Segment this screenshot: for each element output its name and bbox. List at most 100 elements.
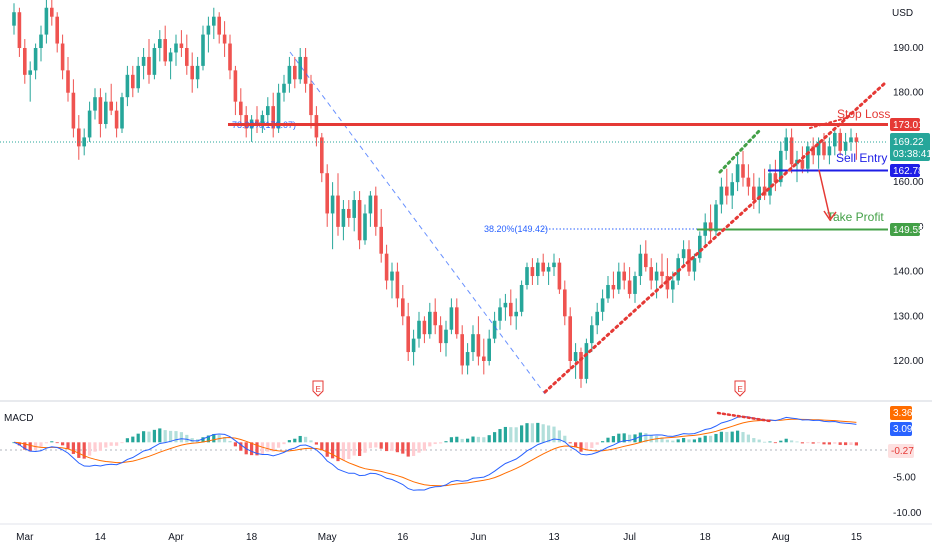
macd-line xyxy=(13,415,857,491)
candle xyxy=(617,262,621,294)
price-tick-label: 180.00 xyxy=(893,88,924,99)
candle xyxy=(455,298,459,339)
macd-bar xyxy=(55,442,59,444)
macd-bar xyxy=(574,442,578,448)
macd-bar xyxy=(71,442,75,454)
fib-retracement-line[interactable] xyxy=(289,51,546,395)
macd-bar xyxy=(309,440,313,443)
candle xyxy=(87,101,92,142)
stop-loss-price-tag: 173.01 xyxy=(890,118,924,131)
macd-bar xyxy=(552,426,556,443)
candle xyxy=(368,191,373,227)
candle xyxy=(266,97,270,125)
macd-bar xyxy=(422,442,426,451)
macd-bar xyxy=(811,442,815,444)
macd-bar xyxy=(611,436,615,443)
time-tick-label: 13 xyxy=(548,532,560,543)
macd-bar xyxy=(201,437,205,443)
macd-bar xyxy=(336,442,340,462)
macd-bar xyxy=(331,442,335,459)
macd-bar xyxy=(617,433,621,443)
macd-bar xyxy=(44,442,48,444)
macd-bar xyxy=(104,442,108,448)
price-tick-label: 140.00 xyxy=(893,267,924,278)
time-tick-label: Apr xyxy=(168,532,184,543)
candle xyxy=(384,244,389,290)
candle xyxy=(33,43,38,80)
macd-bar xyxy=(347,442,351,460)
candle xyxy=(660,253,664,285)
macd-bar xyxy=(763,441,767,443)
macd-bar xyxy=(638,432,642,443)
resistance-dots xyxy=(809,117,847,129)
candle xyxy=(708,204,713,241)
macd-bar xyxy=(169,430,173,443)
candle xyxy=(168,48,173,80)
earnings-marker-may[interactable]: E xyxy=(312,380,324,397)
candle xyxy=(401,284,405,326)
candle xyxy=(444,320,448,357)
candle xyxy=(789,128,794,174)
macd-bar xyxy=(304,436,308,443)
candle xyxy=(341,200,346,241)
candle xyxy=(23,39,27,84)
candle xyxy=(800,146,805,174)
macd-bar xyxy=(115,442,119,446)
candle xyxy=(77,115,81,160)
support-trendline[interactable] xyxy=(543,82,886,394)
macd-bar xyxy=(152,429,156,443)
projection-arrow[interactable] xyxy=(818,169,831,219)
macd-bar xyxy=(660,437,664,443)
macd-tag-orange: 3.36 xyxy=(890,406,913,420)
candle xyxy=(158,30,162,62)
candle xyxy=(244,106,248,138)
candlestick-series[interactable] xyxy=(12,0,859,388)
candle xyxy=(471,325,475,361)
price-tick-label: 130.00 xyxy=(893,311,924,322)
macd-bar xyxy=(320,442,324,451)
macd-bar xyxy=(833,442,837,444)
macd-bar xyxy=(757,439,761,443)
candle xyxy=(644,240,648,272)
time-axis[interactable]: Mar 14 Apr 18 May 16 Jun 13 Jul 18 Aug 15 xyxy=(16,532,862,543)
sell-entry-label: Sell Entry xyxy=(836,151,887,165)
macd-bar xyxy=(476,436,480,443)
macd-bar xyxy=(17,442,21,446)
candle xyxy=(649,258,653,290)
candle xyxy=(260,110,265,133)
candle xyxy=(573,343,578,379)
macd-bar xyxy=(692,439,696,443)
candle xyxy=(55,12,59,53)
candle xyxy=(465,343,470,375)
candle xyxy=(541,253,545,277)
macd-bar xyxy=(93,442,97,452)
macd-bar xyxy=(509,427,513,443)
macd-bar xyxy=(773,442,777,444)
candle xyxy=(460,325,464,375)
candle xyxy=(93,88,97,120)
candle xyxy=(185,34,189,75)
earnings-marker-jul[interactable]: E xyxy=(734,380,746,397)
time-tick-label: Jul xyxy=(623,532,636,543)
macd-bar xyxy=(736,430,740,443)
macd-bar xyxy=(784,438,788,443)
candle xyxy=(352,191,356,232)
svg-text:-0.27: -0.27 xyxy=(891,446,914,457)
take-profit-label: Take Profit xyxy=(827,210,884,224)
macd-bar xyxy=(66,442,70,449)
currency-label: USD xyxy=(892,8,913,19)
macd-bar xyxy=(206,435,210,443)
macd-bar xyxy=(676,439,680,443)
macd-bar xyxy=(525,423,529,443)
macd-bar xyxy=(606,437,610,443)
fib-lower-label: 38.20%(149.42) xyxy=(484,224,548,234)
macd-bar xyxy=(714,433,718,443)
candle xyxy=(17,7,22,57)
candle xyxy=(762,168,767,201)
candle xyxy=(39,25,43,62)
macd-bar xyxy=(487,435,491,443)
candle xyxy=(563,280,567,326)
macd-bar xyxy=(401,442,405,454)
price-axis: 120.00130.00140.00150.00160.00170.00180.… xyxy=(893,43,924,367)
